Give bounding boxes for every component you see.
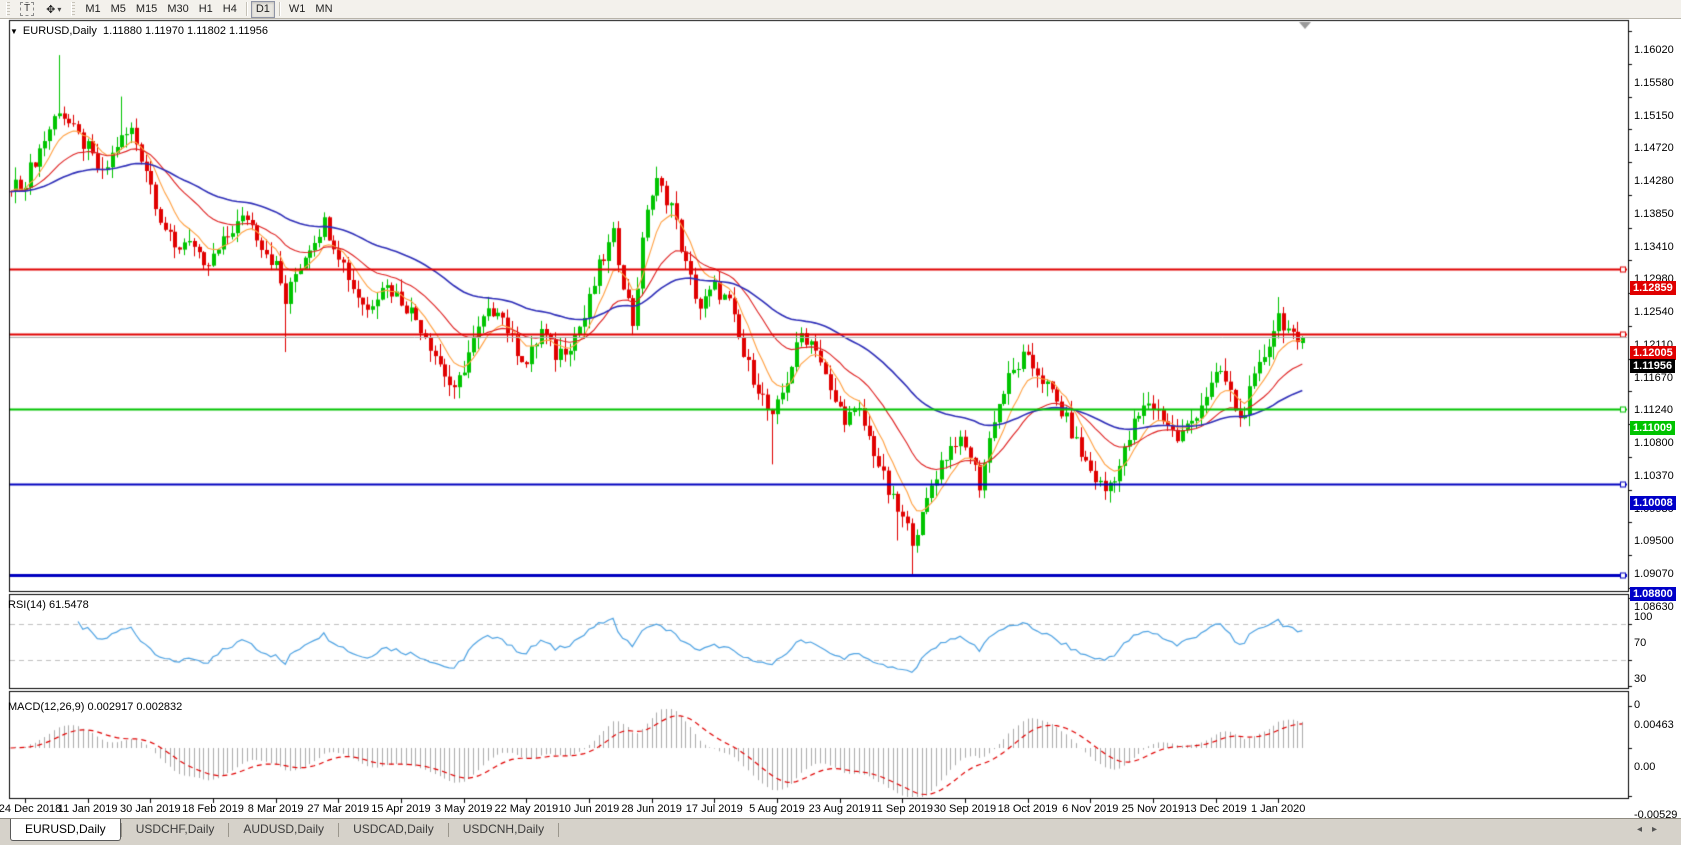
tab-usdcnh-daily[interactable]: USDCNH,Daily [462,822,545,836]
date-axis-label: 5 Aug 2019 [749,803,805,815]
chevron-down-icon: ▾ [57,4,62,14]
toolbar-grip[interactable] [6,2,10,16]
tab-usdchf-daily[interactable]: USDCHF,Daily [135,822,215,836]
tab-separator [558,823,560,837]
price-axis-tick: 1.09070 [1634,567,1674,580]
timeframe-button-m5[interactable]: M5 [106,1,131,18]
tab-usdcad-daily[interactable]: USDCAD,Daily [353,822,434,836]
date-axis-label: 27 Mar 2019 [307,803,370,815]
date-axis-label: 18 Feb 2019 [182,803,244,815]
price-axis-tick: 1.10370 [1634,469,1674,482]
macd-axis-tick: -0.00529 [1634,808,1678,821]
tab-separator [228,823,230,837]
date-axis-label: 10 Jun 2019 [558,803,620,815]
price-axis-tick: 1.15150 [1634,109,1674,122]
date-axis-label: 30 Sep 2019 [933,803,997,815]
rsi-axis-tick: 0 [1634,699,1641,711]
price-axis-tick: 1.14720 [1634,141,1674,154]
timeframe-button-m1[interactable]: M1 [80,1,105,18]
chart-symbol-label: EURUSD,Daily [22,25,97,37]
price-line-tag: 1.12859 [1630,281,1676,296]
rsi-axis-tick: 30 [1634,672,1647,685]
date-axis-label: 11 Jan 2019 [57,803,118,815]
macd-axis-tick: 0.00463 [1634,719,1674,732]
chart-title[interactable]: ▼ EURUSD,Daily 1.11880 1.11970 1.11802 1.… [10,25,268,37]
price-axis-tick: 1.15580 [1634,77,1674,90]
tab-separator [447,823,449,837]
tab-scroll-arrows[interactable]: ◂▸ [1637,824,1667,835]
price-axis-tick: 1.09500 [1634,535,1674,548]
price-axis-tick: 1.13850 [1634,207,1674,220]
cursor-tool-button[interactable]: ✥ ▾ [41,1,66,18]
tab-separator [120,823,122,837]
price-line-tag: 1.10008 [1630,496,1676,511]
macd-indicator-label: MACD(12,26,9) 0.002917 0.002832 [8,701,183,713]
date-axis-label: 30 Jan 2019 [120,803,181,815]
text-label-tool-button[interactable]: T [15,1,39,18]
price-axis-tick: 1.10800 [1634,437,1674,450]
toolbar: T ✥ ▾ M1 M5 M15 M30 H1 H4 D1 W1 MN [0,0,1681,19]
chart-tab-bar: EURUSD,Daily USDCHF,Daily AUDUSD,Daily USDC… [0,818,1681,845]
macd-axis-tick: 0.00 [1634,761,1656,773]
date-axis-label: 22 May 2019 [494,803,559,815]
date-axis-label: 17 Jul 2019 [685,803,743,815]
chart-dropdown-icon[interactable]: ▼ [10,27,18,36]
chart-quote-values: 1.11880 1.11970 1.11802 1.11956 [103,25,268,37]
date-axis-label: 3 May 2019 [434,803,493,815]
date-axis-label: 23 Aug 2019 [808,803,871,815]
rsi-indicator-label: RSI(14) 61.5478 [8,599,89,611]
timeframe-button-m30[interactable]: M30 [162,1,193,18]
date-axis-label: 11 Sep 2019 [871,803,934,815]
price-line-tag: 1.08800 [1630,587,1676,602]
tab-scroll-right-icon[interactable]: ▸ [1651,824,1667,835]
date-axis-label: 13 Dec 2019 [1184,803,1247,815]
date-axis-label: 8 Mar 2019 [247,803,304,815]
timeframe-button-d1[interactable]: D1 [250,0,275,18]
timeframe-button-group: M1 M5 M15 M30 H1 H4 D1 W1 MN [80,0,337,18]
chart-canvas[interactable] [0,19,1681,818]
toolbar-separator [278,2,280,16]
toolbar-separator [245,2,247,16]
date-axis-label: 18 Oct 2019 [997,803,1058,815]
timeframe-button-h4[interactable]: H4 [218,1,242,18]
price-axis-tick: 1.12540 [1634,306,1674,319]
price-axis-tick: 1.14280 [1634,175,1674,188]
rsi-axis-tick: 70 [1634,637,1647,650]
timeframe-button-mn[interactable]: MN [310,1,337,18]
date-axis-label: 24 Dec 2018 [0,803,62,815]
chart-window: ▼ EURUSD,Daily 1.11880 1.11970 1.11802 1.… [0,19,1681,821]
timeframe-button-w1[interactable]: W1 [284,1,311,18]
date-axis-label: 1 Jan 2020 [1250,803,1306,815]
tab-eurusd-daily[interactable]: EURUSD,Daily [10,819,121,841]
price-line-tag: 1.11009 [1630,420,1676,435]
timeframe-button-h1[interactable]: H1 [194,1,218,18]
price-axis-tick: 1.11670 [1634,371,1673,384]
price-line-tag: 1.12005 [1630,345,1676,360]
date-axis-label: 25 Nov 2019 [1121,803,1185,815]
timeframe-button-m15[interactable]: M15 [131,1,162,18]
price-axis-tick: 1.11240 [1634,404,1673,417]
text-tool-icon: T [20,2,35,16]
price-axis-tick: 1.13410 [1634,240,1674,253]
tab-scroll-left-icon[interactable]: ◂ [1636,824,1652,835]
rsi-axis-tick: 100 [1634,611,1653,623]
date-axis-label: 28 Jun 2019 [621,803,682,815]
toolbar-grip[interactable] [71,2,76,16]
price-axis-tick: 1.16020 [1634,44,1674,56]
date-axis-label: 6 Nov 2019 [1062,803,1119,815]
price-line-tag: 1.11956 [1630,358,1676,373]
tab-audusd-daily[interactable]: AUDUSD,Daily [243,822,325,836]
cursor-crosshair-icon: ✥ [46,3,56,16]
tab-separator [338,823,340,837]
price-axis-tick: 1.08630 [1634,600,1674,613]
date-axis-label: 15 Apr 2019 [371,803,431,815]
